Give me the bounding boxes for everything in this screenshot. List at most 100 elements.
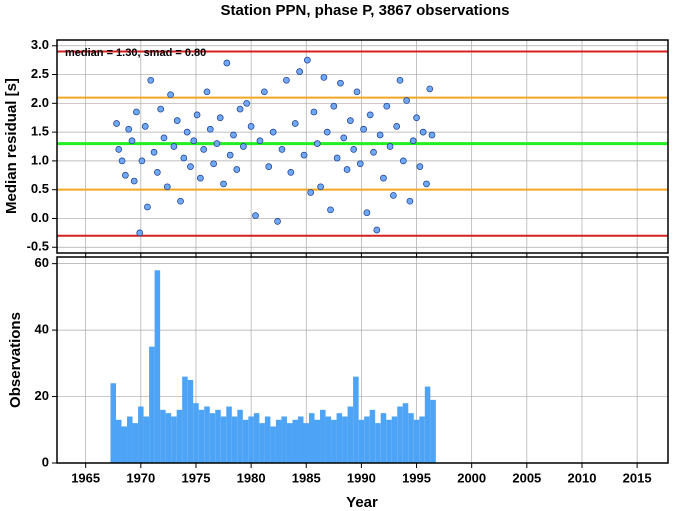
bar <box>220 416 227 463</box>
data-point <box>147 76 155 84</box>
data-point <box>226 151 234 159</box>
y-tick-label: 40 <box>35 322 49 337</box>
bar <box>297 416 304 463</box>
data-point <box>141 123 149 130</box>
data-point <box>317 183 324 191</box>
bar <box>132 423 139 463</box>
data-point <box>300 151 308 159</box>
bar <box>237 409 243 463</box>
bar <box>138 406 144 463</box>
data-point <box>283 76 290 84</box>
data-point <box>409 137 417 145</box>
bar <box>264 416 271 463</box>
x-tick-label: 1975 <box>182 470 211 485</box>
bar <box>292 419 298 463</box>
data-point <box>183 128 191 136</box>
bar <box>309 413 315 463</box>
data-point <box>157 105 165 113</box>
data-point <box>230 131 237 139</box>
bar <box>165 413 172 463</box>
data-point <box>343 166 351 173</box>
data-point <box>160 134 168 142</box>
bar <box>347 406 354 463</box>
data-point <box>360 125 367 133</box>
data-point <box>240 143 247 150</box>
y-tick-label: 3.0 <box>31 37 49 52</box>
data-point <box>256 137 264 145</box>
data-point <box>115 146 123 153</box>
bar <box>419 416 425 463</box>
data-point <box>287 169 295 176</box>
data-point <box>313 140 321 147</box>
bar <box>397 406 403 463</box>
data-point <box>347 117 354 124</box>
bar <box>226 406 232 463</box>
data-point <box>376 131 384 139</box>
bar <box>424 386 431 463</box>
data-point <box>216 114 224 122</box>
data-point <box>330 102 338 110</box>
data-point <box>380 174 387 182</box>
x-tick-label: 1965 <box>71 470 100 485</box>
bar <box>215 409 221 463</box>
data-point <box>366 111 374 119</box>
chart-title: Station PPN, phase P, 3867 observations <box>221 2 510 19</box>
bar <box>364 416 370 463</box>
data-point <box>406 197 414 205</box>
data-point <box>243 99 251 107</box>
data-point <box>177 197 184 205</box>
data-point <box>193 111 201 119</box>
y-tick-label: 0.5 <box>31 181 49 196</box>
data-point <box>247 123 255 130</box>
data-point <box>200 146 208 153</box>
bar <box>408 413 414 463</box>
data-point <box>213 140 221 147</box>
x-tick-label: 1990 <box>347 470 376 485</box>
data-point <box>125 125 133 133</box>
data-point <box>370 148 377 156</box>
bar <box>331 419 337 463</box>
bar <box>391 416 398 463</box>
data-point <box>265 163 273 170</box>
x-tick-label: 2010 <box>568 470 597 485</box>
bar <box>369 409 376 463</box>
data-point <box>383 102 391 110</box>
data-point <box>296 68 303 76</box>
bar <box>149 346 155 463</box>
bar <box>275 419 282 463</box>
data-point <box>423 180 430 188</box>
bar <box>375 423 381 463</box>
data-point <box>333 154 341 162</box>
data-point <box>320 74 328 81</box>
y-tick-label: 20 <box>35 388 49 403</box>
data-point <box>396 76 404 84</box>
data-point <box>373 226 381 234</box>
bar <box>386 419 392 463</box>
data-point <box>356 160 364 168</box>
x-tick-label: 2005 <box>512 470 541 485</box>
y-tick-label: 1.5 <box>31 124 49 139</box>
data-point <box>327 206 334 214</box>
bar <box>314 419 321 463</box>
data-point <box>307 189 315 196</box>
data-point <box>304 56 311 64</box>
y-tick-label: 2.0 <box>31 95 49 110</box>
data-point <box>130 177 138 185</box>
data-point <box>419 128 427 136</box>
bar <box>231 416 238 463</box>
data-point <box>136 229 144 237</box>
data-point <box>220 180 227 188</box>
data-point <box>154 169 161 176</box>
bar <box>182 376 188 463</box>
data-point <box>190 137 198 145</box>
data-point <box>122 171 129 179</box>
bar <box>325 416 332 463</box>
bar <box>303 423 310 463</box>
bar <box>187 379 194 463</box>
y-tick-label: 0.0 <box>31 210 49 225</box>
annotation: median = 1.30, smad = 0.80 <box>65 47 206 59</box>
x-tick-label: 1985 <box>292 470 321 485</box>
y-tick-label: 0 <box>42 454 49 469</box>
bar <box>204 406 210 463</box>
